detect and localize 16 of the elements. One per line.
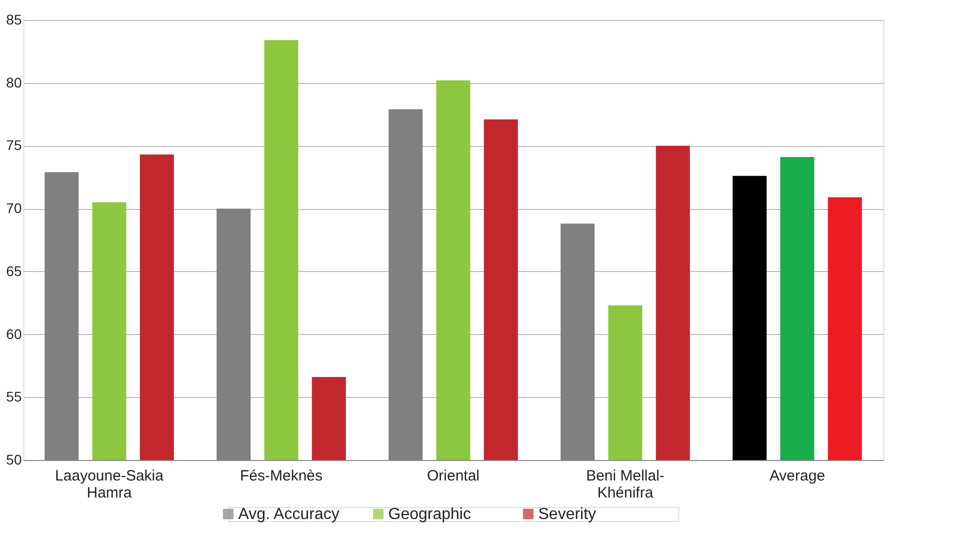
y-tick-label: 55 — [6, 388, 22, 405]
legend-label: Severity — [538, 506, 596, 523]
y-tick-label: 80 — [6, 74, 22, 90]
y-tick-label: 75 — [6, 137, 22, 154]
legend-label: Avg. Accuracy — [238, 506, 340, 523]
y-tick-label: 70 — [6, 200, 22, 216]
x-tick-label: Average — [769, 468, 826, 484]
x-tick-label: Beni Mellal- Khénifra — [586, 468, 664, 502]
y-tick-label: 65 — [6, 262, 22, 279]
legend-label: Geographic — [388, 506, 471, 523]
y-tick-label: 50 — [6, 452, 22, 468]
x-tick-label: Laayoune-Sakia Hamra — [55, 468, 164, 502]
y-tick-label: 85 — [6, 12, 22, 28]
y-tick-label: 60 — [6, 326, 22, 342]
x-tick-label: Oriental — [426, 468, 480, 484]
x-tick-label: Fés-Meknès — [240, 468, 323, 484]
